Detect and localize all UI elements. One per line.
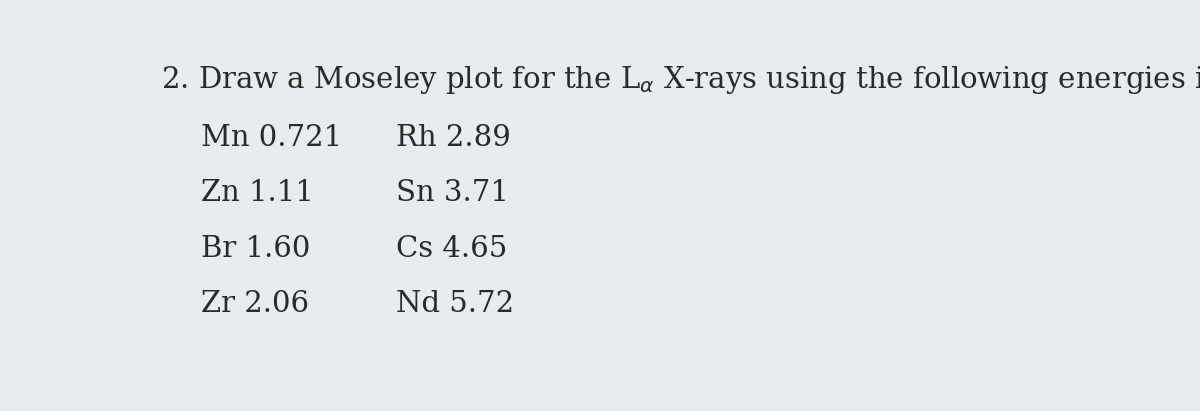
Text: Zn 1.11: Zn 1.11	[202, 179, 314, 207]
Text: Zr 2.06: Zr 2.06	[202, 290, 310, 318]
Text: Rh 2.89: Rh 2.89	[396, 124, 511, 152]
Text: Mn 0.721: Mn 0.721	[202, 124, 342, 152]
Text: 2. Draw a Moseley plot for the L$_\alpha$ X-rays using the following energies in: 2. Draw a Moseley plot for the L$_\alpha…	[161, 64, 1200, 96]
Text: Sn 3.71: Sn 3.71	[396, 179, 509, 207]
Text: Br 1.60: Br 1.60	[202, 235, 311, 263]
Text: Cs 4.65: Cs 4.65	[396, 235, 508, 263]
Text: Nd 5.72: Nd 5.72	[396, 290, 515, 318]
